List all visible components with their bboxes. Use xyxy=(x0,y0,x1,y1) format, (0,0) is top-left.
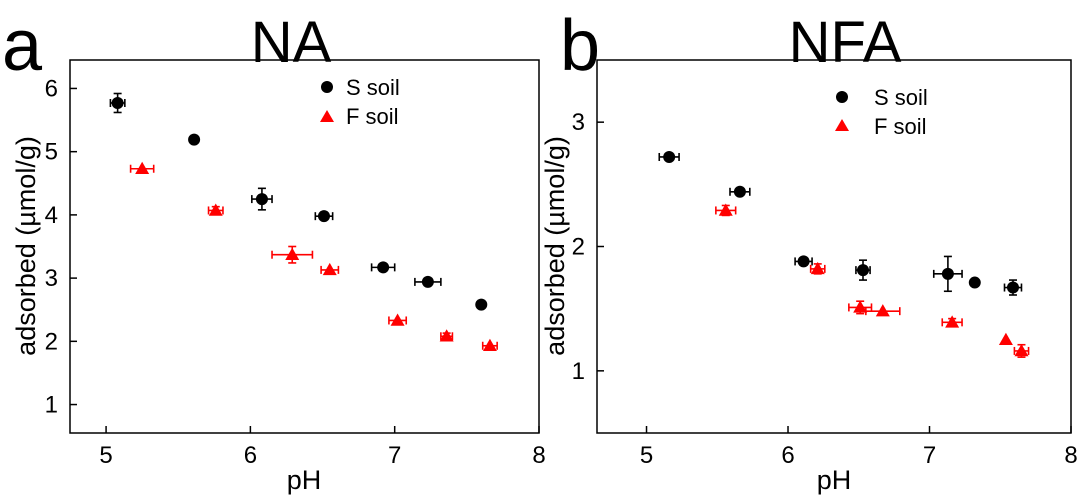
panel-b-legend-f-soil: F soil xyxy=(874,114,927,139)
panel-a-letter: a xyxy=(2,6,43,86)
legend-s-soil-marker xyxy=(321,81,333,93)
panel-a-legend-s-soil: S soil xyxy=(346,75,400,100)
f-soil-point xyxy=(853,300,868,313)
s-soil-point xyxy=(857,264,870,277)
panel-a-x-axis-label: pH xyxy=(287,465,322,495)
panel-b-x-axis-label: pH xyxy=(817,465,852,495)
panel-a: a NA pH adsorbed (µmol/g) 5 6 7 8 1 2 3 4 5 6 S s… xyxy=(2,6,546,495)
s-soil-point xyxy=(317,210,330,223)
x-tick-label: 5 xyxy=(99,442,112,469)
panel-a-title: NA xyxy=(251,10,332,75)
y-tick-label: 3 xyxy=(572,109,585,136)
legend-s-soil-marker xyxy=(836,91,848,103)
y-tick-label: 3 xyxy=(45,265,58,292)
y-tick-label: 1 xyxy=(45,392,58,419)
panel-a-legend-f-soil: F soil xyxy=(346,104,399,129)
x-tick-label: 7 xyxy=(388,442,401,469)
s-soil-point xyxy=(733,185,746,198)
f-soil-point xyxy=(810,261,825,275)
panel-a-markers xyxy=(111,96,497,352)
panel-b-markers xyxy=(663,150,1029,357)
f-soil-point xyxy=(322,262,337,276)
x-tick-label: 8 xyxy=(1064,442,1077,469)
y-tick-label: 5 xyxy=(45,139,58,166)
f-soil-point xyxy=(1014,343,1029,357)
s-soil-point xyxy=(421,275,434,288)
x-tick-label: 8 xyxy=(532,442,545,469)
panel-b-ticks: 5 6 7 8 1 2 3 xyxy=(572,109,1078,469)
s-soil-point xyxy=(1006,281,1019,294)
y-tick-label: 4 xyxy=(45,202,58,229)
legend-f-soil-marker xyxy=(320,110,334,122)
f-soil-point xyxy=(285,247,300,260)
s-soil-point xyxy=(188,133,201,146)
legend-f-soil-marker xyxy=(835,119,849,131)
y-tick-label: 6 xyxy=(45,75,58,102)
s-soil-point xyxy=(377,261,390,274)
panel-a-y-axis-label: adsorbed (µmol/g) xyxy=(11,136,41,356)
f-soil-point xyxy=(482,338,497,352)
panel-b-error-bars xyxy=(658,152,1030,358)
f-soil-point xyxy=(390,313,405,326)
y-tick-label: 2 xyxy=(45,328,58,355)
panel-b-legend: S soil F soil xyxy=(835,85,928,139)
f-soil-point xyxy=(998,332,1013,345)
y-tick-label: 1 xyxy=(572,358,585,385)
panel-b-y-axis-label: adsorbed (µmol/g) xyxy=(540,136,570,356)
s-soil-point xyxy=(475,298,488,311)
f-soil-point xyxy=(208,203,223,216)
x-tick-label: 5 xyxy=(640,442,653,469)
s-soil-point xyxy=(941,267,954,280)
x-tick-label: 6 xyxy=(244,442,257,469)
panel-b-title: NFA xyxy=(789,10,902,75)
s-soil-point xyxy=(111,96,124,109)
x-tick-label: 6 xyxy=(781,442,794,469)
f-soil-point xyxy=(945,315,960,328)
x-tick-label: 7 xyxy=(923,442,936,469)
s-soil-point xyxy=(255,193,268,206)
s-soil-point xyxy=(663,150,676,163)
f-soil-point xyxy=(875,304,890,317)
panel-a-legend: S soil F soil xyxy=(320,75,400,129)
f-soil-point xyxy=(135,161,150,174)
panel-b: b NFA pH adsorbed (µmol/g) 5 6 7 8 1 2 3 S soi… xyxy=(540,6,1078,495)
panel-b-plot-frame xyxy=(596,59,1072,434)
s-soil-point xyxy=(797,255,810,268)
panel-b-legend-s-soil: S soil xyxy=(874,85,928,110)
s-soil-point xyxy=(968,276,981,289)
panel-a-ticks: 5 6 7 8 1 2 3 4 5 6 xyxy=(45,75,546,469)
y-tick-label: 2 xyxy=(572,234,585,261)
f-soil-point xyxy=(439,329,454,342)
panel-a-error-bars xyxy=(109,92,498,350)
panel-b-letter: b xyxy=(560,6,600,86)
panel-a-plot-frame xyxy=(69,59,540,434)
f-soil-point xyxy=(718,203,733,216)
